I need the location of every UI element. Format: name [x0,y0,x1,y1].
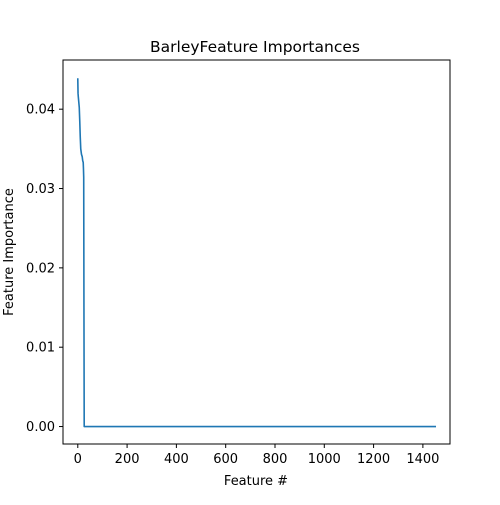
x-tick-label: 200 [115,452,140,467]
y-tick-label: 0.00 [26,420,55,435]
y-axis: 0.00 0.01 0.02 0.03 0.04 [26,103,63,435]
series-layer [76,78,437,428]
y-tick-label: 0.02 [26,261,55,276]
series-line-0 [76,78,437,428]
x-axis: 0 200 400 600 800 1000 1200 1400 [74,444,439,467]
x-tick-label: 1400 [406,452,439,467]
y-tick-label: 0.01 [26,341,55,356]
y-tick-label: 0.04 [26,103,55,118]
x-tick-label: 1000 [308,452,341,467]
y-axis-label: Feature Importance [2,188,17,316]
x-tick-label: 400 [164,452,189,467]
x-tick-label: 600 [213,452,238,467]
x-tick-label: 800 [263,452,288,467]
x-axis-label: Feature # [224,474,288,489]
y-tick-label: 0.03 [26,182,55,197]
x-tick-label: 0 [74,452,82,467]
chart-title: BarleyFeature Importances [150,38,360,56]
plot-area-frame [62,59,451,445]
x-tick-label: 1200 [357,452,390,467]
